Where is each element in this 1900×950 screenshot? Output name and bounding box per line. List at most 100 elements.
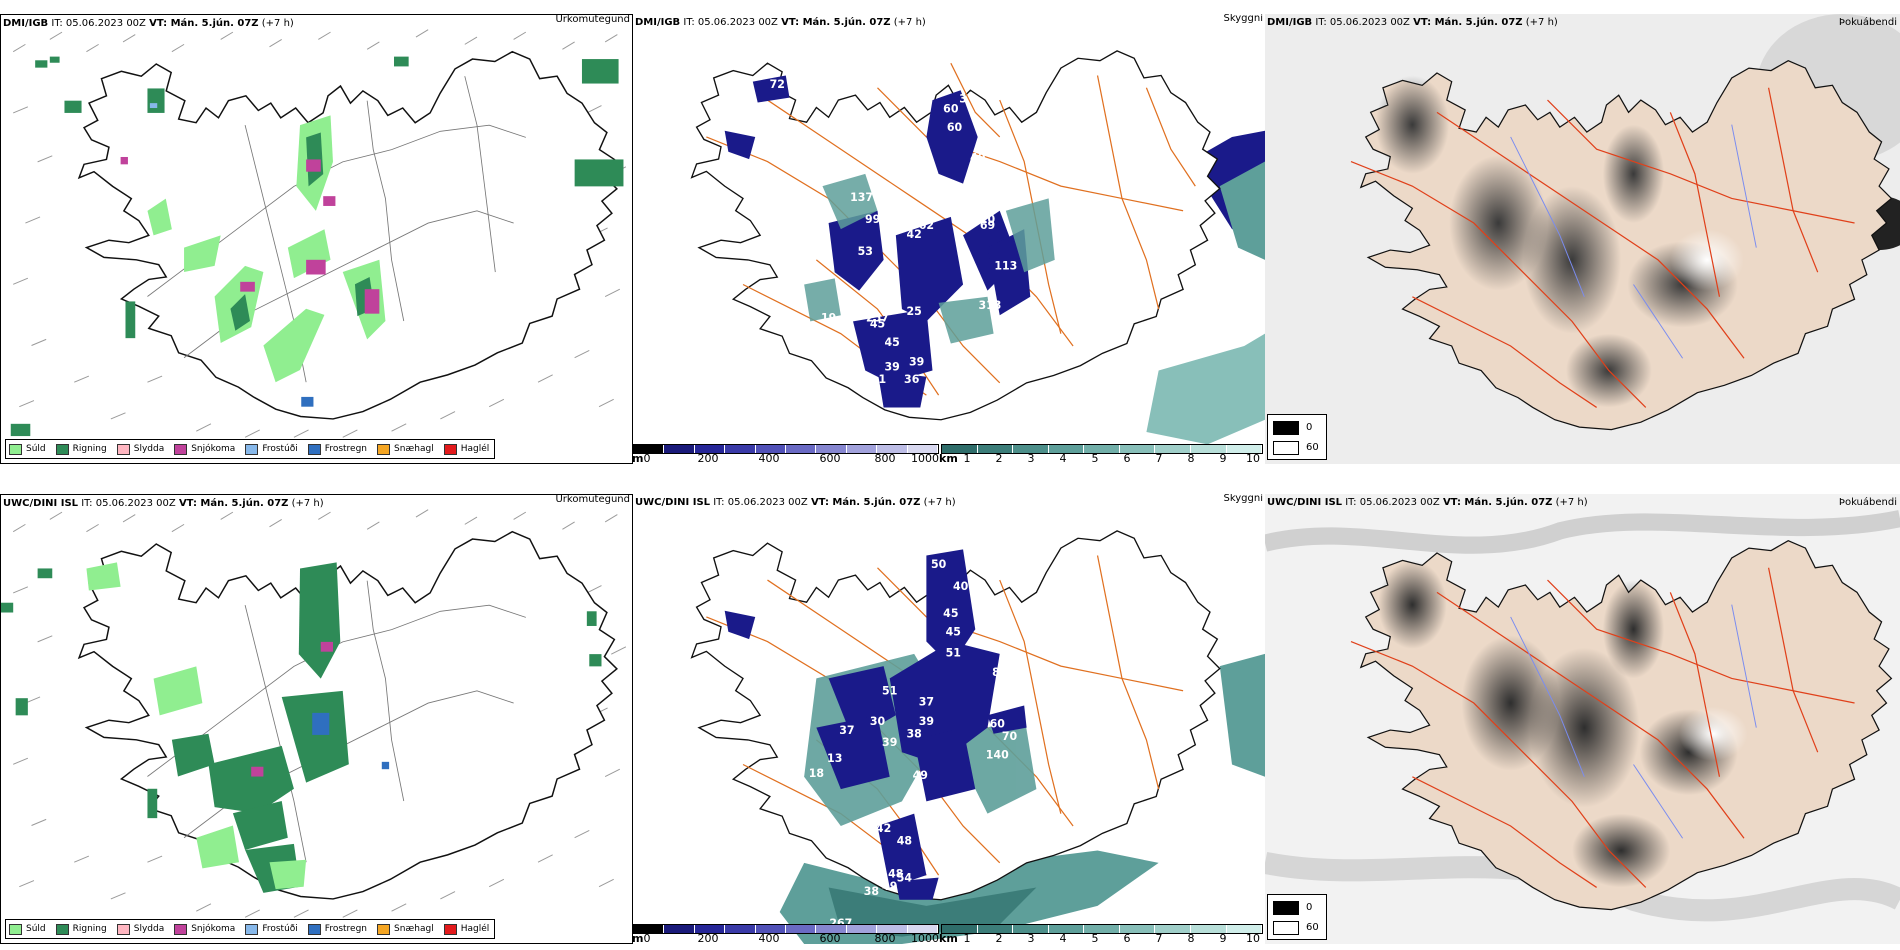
visibility-colorbar: km 1 2 3 4 5 6 7 8 9 10 (939, 924, 1263, 944)
colorbar-cell (755, 925, 787, 933)
legend-label: Snæhagl (394, 444, 434, 454)
legend-label: Frostúði (262, 444, 298, 454)
cloud-base-unit: m (633, 452, 644, 464)
precip-panel-row1: DMI/IGB IT: 05.06.2023 00Z VT: Mán. 5.jú… (0, 14, 633, 464)
colorbar-cell (846, 925, 878, 933)
cloud-base-value: 39 (885, 361, 900, 374)
legend-swatch (307, 443, 321, 455)
colorbar-cell (907, 445, 939, 453)
colorbar-cell (694, 445, 726, 453)
cloud-base-value: 82 (796, 105, 811, 118)
colorbar-cell (1119, 445, 1156, 453)
legend-swatch (55, 443, 69, 455)
init-time: IT: 05.06.2023 00Z (683, 17, 778, 28)
cloud-base-value: 13 (827, 752, 842, 765)
colorbar-cell (1190, 925, 1227, 933)
tick: 200 (697, 452, 719, 464)
tick: 3 (1027, 452, 1035, 464)
tick: 4 (1059, 932, 1067, 944)
valid-time: VT: Mán. 5.jún. 07Z (781, 17, 891, 28)
colorbar-cell (1226, 445, 1263, 453)
tick: 1 (963, 932, 971, 944)
cloud-base-value: 49 (882, 880, 897, 893)
colorbar-cell (816, 445, 847, 453)
cloud-base-value: 140 (986, 748, 1009, 761)
precip-map-row1 (10, 29, 627, 438)
precip-panel-row2: UWC/DINI ISL IT: 05.06.2023 00Z VT: Mán.… (0, 494, 633, 944)
cloud-base-value: 70 (1002, 730, 1018, 743)
colorbar-cell (694, 925, 726, 933)
legend-item: Súld (9, 923, 46, 935)
colorbar-cell (942, 445, 978, 453)
legend-item: Haglél (443, 443, 490, 455)
colorbar-cell (786, 925, 817, 933)
precip-title: Úrkomutegund (555, 494, 630, 505)
cloud-base-value: 51 (882, 684, 897, 697)
colorbar-cell (1190, 445, 1227, 453)
tick: 4 (1059, 452, 1067, 464)
legend-label: Snæhagl (394, 924, 434, 934)
tick: 2 (995, 932, 1003, 944)
cloud-base-value: 3 (959, 92, 967, 105)
legend-swatch (443, 443, 457, 455)
cloud-base-value: 45 (885, 336, 900, 349)
valid-time: VT: Mán. 5.jún. 07Z (810, 497, 921, 508)
init-time: IT: 05.06.2023 00Z (1345, 497, 1440, 508)
colorbar-cell (786, 445, 817, 453)
cloud-base-value: 45 (946, 625, 961, 638)
lead-time: (+7 h) (893, 17, 926, 28)
legend-swatch (116, 923, 130, 935)
cloud-base-value: 42 (907, 228, 922, 241)
legend-item: Snæhagl (377, 923, 434, 935)
tick: 2 (995, 452, 1003, 464)
tick: 1000 (911, 452, 939, 464)
colorbar-cell (634, 925, 665, 933)
colorbar-cell (1048, 445, 1085, 453)
fog-swatch (1273, 921, 1299, 935)
legend-label: Haglél (460, 924, 490, 934)
cloud-base-value: 45 (870, 317, 885, 330)
legend-swatch (377, 443, 391, 455)
tick: 8 (1187, 932, 1195, 944)
colorbar-cell (755, 445, 787, 453)
valid-time: VT: Mán. 5.jún. 07Z (1413, 17, 1523, 28)
fog-legend: 0 60 (1267, 414, 1327, 460)
fog-map-row2 (1265, 494, 1900, 944)
visibility-strip (941, 444, 1263, 454)
model-name: UWC/DINI ISL (1267, 497, 1343, 508)
cloud-base-value: 60 (943, 102, 959, 115)
fog-legend-label: 60 (1306, 442, 1319, 453)
cloud-base-strip (633, 444, 939, 454)
colorbar-cell (1013, 925, 1049, 933)
legend-label: Súld (26, 444, 46, 454)
legend-swatch (116, 443, 130, 455)
colorbar-cell (907, 925, 939, 933)
legend-label: Haglél (460, 444, 490, 454)
colorbar-cell (877, 445, 908, 453)
visibility-strip (941, 924, 1263, 934)
tick: 400 (758, 452, 780, 464)
valid-time: VT: Mán. 5.jún. 07Z (1442, 497, 1553, 508)
colorbar-cell (1084, 925, 1120, 933)
lead-time: (+7 h) (1525, 17, 1558, 28)
model-name: DMI/IGB (635, 17, 681, 28)
init-time: IT: 05.06.2023 00Z (1315, 17, 1410, 28)
tick: 9 (1219, 932, 1227, 944)
legend-item: Frostregn (307, 923, 367, 935)
lead-time: (+7 h) (261, 18, 294, 29)
valid-time: VT: Mán. 5.jún. 07Z (178, 498, 289, 509)
fog-title: Þokuábendi (1838, 497, 1897, 508)
panel-title: UWC/DINI ISL IT: 05.06.2023 00Z VT: Mán.… (635, 497, 956, 508)
cloud-base-value: 69 (980, 219, 995, 232)
legend-item: Rigning (55, 923, 107, 935)
tick: 600 (819, 932, 841, 944)
cloud-base-value: 42 (876, 822, 891, 835)
fog-swatch (1273, 441, 1299, 455)
cloud-base-value: 137 (850, 191, 873, 204)
cloud-base-value: 62 (953, 182, 968, 195)
cloud-base-value: 30 (870, 715, 886, 728)
legend-swatch (443, 923, 457, 935)
fog-panel-row1: DMI/IGB IT: 05.06.2023 00Z VT: Mán. 5.jú… (1265, 14, 1900, 464)
tick: 7 (1155, 452, 1163, 464)
colorbar-cell (634, 445, 665, 453)
